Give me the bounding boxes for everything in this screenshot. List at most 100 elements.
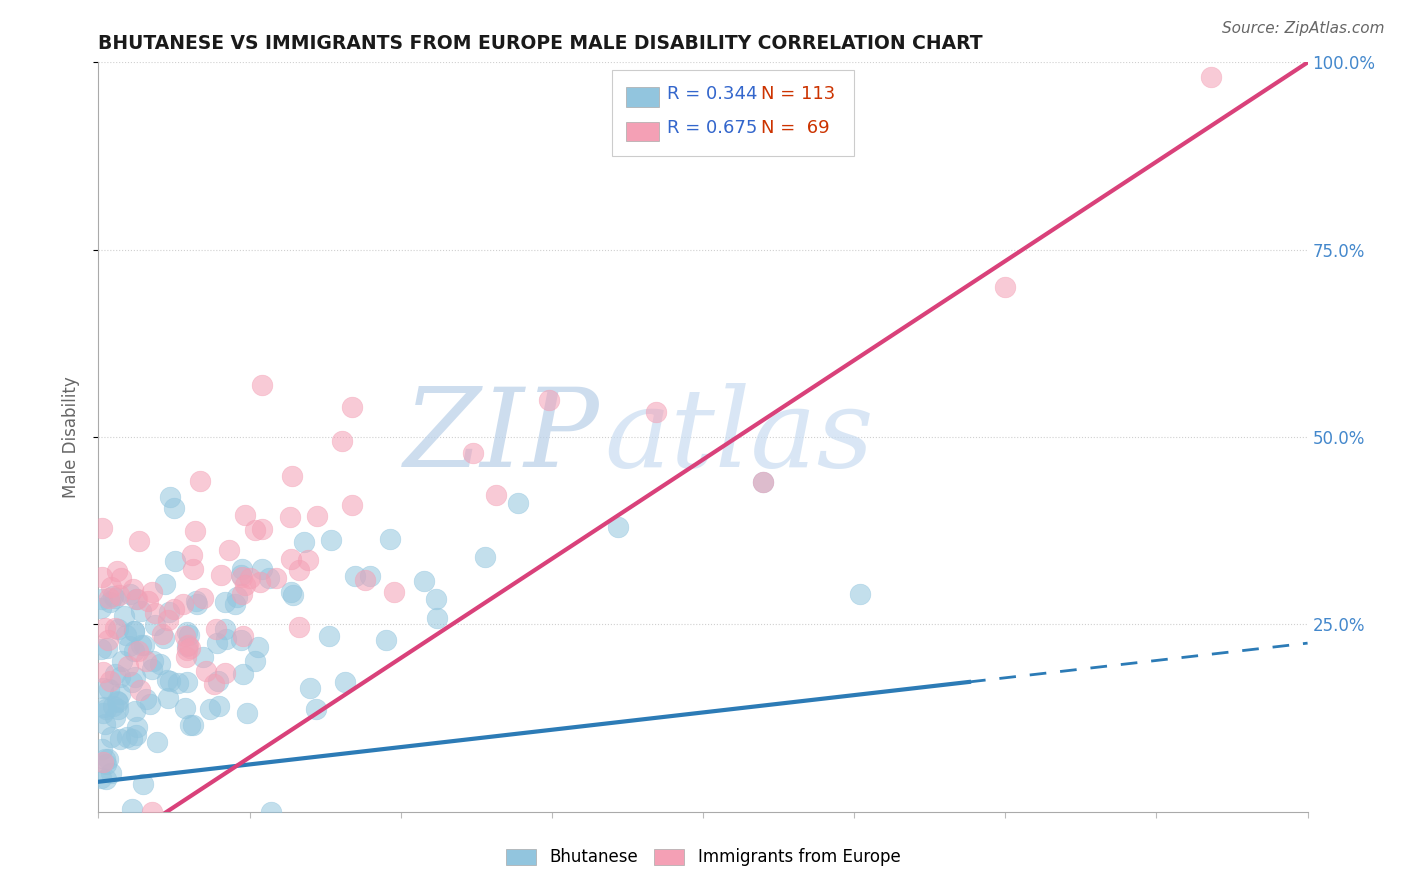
Point bbox=[292, 535, 315, 549]
Point bbox=[215, 632, 238, 647]
Point bbox=[98, 681, 121, 696]
Point bbox=[90, 592, 112, 607]
Point bbox=[229, 567, 252, 582]
Point bbox=[101, 590, 124, 604]
Point bbox=[105, 694, 128, 708]
Point bbox=[218, 543, 240, 558]
Point bbox=[136, 594, 159, 608]
Point bbox=[176, 639, 198, 653]
Point bbox=[474, 549, 496, 564]
FancyBboxPatch shape bbox=[626, 121, 659, 141]
Point bbox=[125, 728, 148, 742]
Point bbox=[236, 706, 259, 720]
Point bbox=[121, 732, 143, 747]
Point bbox=[181, 561, 204, 575]
Point bbox=[288, 620, 311, 634]
Point bbox=[149, 657, 172, 671]
Text: R = 0.675: R = 0.675 bbox=[666, 120, 756, 137]
Point bbox=[250, 562, 273, 576]
Point bbox=[104, 710, 127, 724]
Point bbox=[90, 570, 112, 584]
Point bbox=[167, 676, 190, 690]
Point bbox=[342, 400, 364, 414]
Point bbox=[163, 554, 186, 568]
Point bbox=[141, 585, 163, 599]
Point bbox=[191, 591, 214, 605]
Point bbox=[107, 622, 129, 636]
Point bbox=[91, 681, 114, 695]
Point bbox=[249, 574, 271, 589]
Point bbox=[184, 524, 207, 538]
Point bbox=[305, 508, 328, 523]
Point bbox=[176, 675, 198, 690]
Point bbox=[195, 664, 218, 678]
Point bbox=[172, 597, 194, 611]
Point bbox=[94, 752, 117, 766]
Point bbox=[752, 475, 775, 489]
Text: ZIP: ZIP bbox=[405, 384, 600, 491]
Point bbox=[90, 742, 112, 756]
Point bbox=[100, 580, 122, 594]
Point bbox=[159, 673, 181, 688]
Point bbox=[233, 578, 256, 592]
Point bbox=[250, 522, 273, 536]
Point bbox=[128, 534, 150, 549]
Point bbox=[132, 639, 155, 653]
Point bbox=[121, 801, 143, 815]
Point bbox=[120, 587, 142, 601]
Point bbox=[413, 574, 436, 589]
Point bbox=[209, 568, 232, 582]
Point bbox=[98, 591, 121, 605]
Point bbox=[104, 621, 127, 635]
Point bbox=[231, 587, 253, 601]
Point bbox=[118, 639, 141, 653]
Point bbox=[97, 752, 120, 766]
Point bbox=[461, 446, 484, 460]
Point bbox=[124, 670, 146, 684]
Point bbox=[231, 562, 253, 576]
FancyBboxPatch shape bbox=[613, 70, 855, 156]
Point bbox=[91, 521, 114, 535]
Point bbox=[100, 730, 122, 744]
Point bbox=[752, 475, 775, 489]
Point bbox=[143, 618, 166, 632]
Point bbox=[125, 591, 148, 606]
Point bbox=[121, 674, 143, 689]
Point bbox=[280, 552, 302, 566]
Point bbox=[96, 640, 118, 655]
Point bbox=[181, 717, 204, 731]
Point bbox=[96, 702, 118, 716]
Point bbox=[247, 640, 270, 655]
Point bbox=[94, 757, 117, 772]
Point bbox=[157, 613, 180, 627]
Point bbox=[94, 772, 117, 786]
Point bbox=[607, 520, 630, 534]
Point bbox=[232, 629, 254, 643]
Point bbox=[163, 501, 186, 516]
Point bbox=[156, 673, 179, 687]
Point bbox=[94, 621, 117, 635]
Point bbox=[340, 498, 363, 512]
Point bbox=[177, 628, 200, 642]
Point bbox=[174, 650, 197, 665]
Point bbox=[190, 475, 212, 489]
Point bbox=[145, 606, 167, 620]
Point bbox=[375, 632, 398, 647]
Point bbox=[110, 571, 132, 585]
Point bbox=[186, 597, 208, 611]
Point bbox=[105, 564, 128, 578]
Point bbox=[382, 585, 405, 599]
Point bbox=[297, 553, 319, 567]
Point bbox=[645, 405, 668, 419]
Point bbox=[153, 577, 176, 591]
Point bbox=[281, 469, 304, 483]
Point bbox=[91, 706, 114, 720]
Point bbox=[378, 532, 401, 546]
Point bbox=[135, 654, 157, 668]
Point bbox=[205, 636, 228, 650]
Point bbox=[108, 731, 131, 746]
Point bbox=[90, 642, 112, 657]
Point bbox=[354, 573, 377, 587]
Point bbox=[225, 590, 247, 604]
Point bbox=[281, 588, 304, 602]
